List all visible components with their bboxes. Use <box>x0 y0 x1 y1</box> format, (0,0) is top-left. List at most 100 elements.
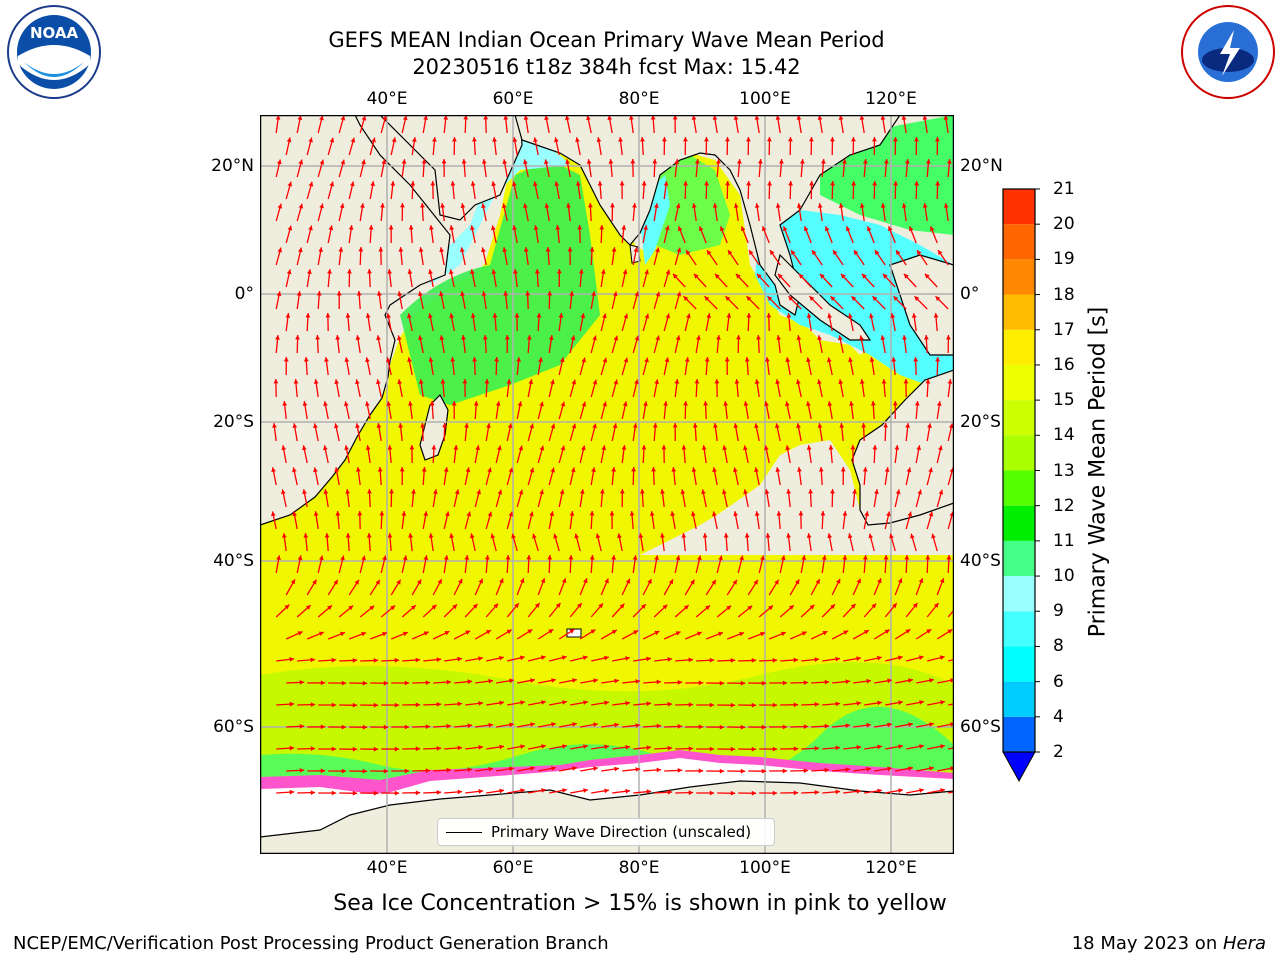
wave-arrow-head <box>443 115 449 120</box>
wave-arrow-head <box>487 511 493 517</box>
wave-arrow-head <box>442 423 447 428</box>
wave-arrow-head <box>830 181 835 186</box>
wave-arrow-head <box>401 159 407 164</box>
colorbar-label: Primary Wave Mean Period [s] <box>1085 306 1111 638</box>
wave-arrow-head <box>362 768 368 774</box>
lon-tick-top: 100°E <box>739 89 791 109</box>
colorbar-tick-label: 18 <box>1053 284 1075 305</box>
wave-arrow-head <box>329 137 335 143</box>
wave-arrow-head <box>647 579 652 584</box>
wave-arrow-head <box>299 680 305 685</box>
lat-tick-left: 60°S <box>213 717 254 737</box>
colorbar-tick-label: 2 <box>1053 742 1064 762</box>
wave-arrow-head <box>483 115 489 120</box>
colorbar-tick-label: 14 <box>1053 425 1075 446</box>
wave-arrow-head <box>754 467 759 473</box>
wave-arrow-head <box>817 115 823 120</box>
colorbar-under-arrow <box>1002 751 1036 783</box>
wave-arrow-head <box>344 401 349 407</box>
wave-arrow-head <box>704 137 709 142</box>
wave-arrow-head <box>785 445 790 451</box>
wave-arrow-head <box>856 656 861 661</box>
wave-arrow-head <box>331 657 337 663</box>
wave-arrow-head <box>851 296 857 301</box>
wave-arrow-head <box>744 357 750 362</box>
wave-arrow-head <box>570 467 576 473</box>
wave-arrow-head <box>856 789 862 794</box>
wave-arrow-head <box>470 269 475 275</box>
cyan-zone-indonesia <box>755 210 954 395</box>
wave-arrow-head <box>289 789 295 795</box>
wave-arrow-head <box>418 247 424 252</box>
wave-arrow-head <box>602 313 607 319</box>
wave-arrow-head <box>607 115 613 120</box>
wave-arrow-head <box>338 247 344 252</box>
wave-arrow-head <box>554 181 560 186</box>
wave-arrow-head <box>919 700 924 705</box>
wave-arrow-head <box>550 467 555 473</box>
wave-arrow-head <box>675 203 681 209</box>
wave-arrow-head <box>450 181 456 186</box>
wave-arrow-head <box>754 203 760 208</box>
wave-arrow-head <box>313 423 318 429</box>
wave-arrow-head <box>693 273 699 279</box>
wave-arrow-head <box>514 603 519 609</box>
wave-arrow-head <box>341 680 347 686</box>
wave-arrow-head <box>565 159 570 165</box>
wave-arrow-head <box>415 657 421 663</box>
wave-arrow-head <box>840 273 846 279</box>
wave-arrow-head <box>428 357 434 362</box>
wave-arrow-head <box>355 335 361 340</box>
wave-arrow-head <box>760 555 765 561</box>
wave-arrow-head <box>355 423 360 429</box>
wave-arrow-head <box>570 335 576 341</box>
wave-arrow-head <box>654 379 659 385</box>
wave-arrow-head <box>586 159 592 164</box>
wave-arrow-head <box>712 115 718 120</box>
colorbar-segment <box>1003 364 1035 401</box>
colorbar-segment <box>1003 470 1035 506</box>
wave-arrow-head <box>425 724 431 729</box>
wave-arrow-head <box>390 605 396 611</box>
wave-arrow-head <box>381 159 387 165</box>
wave-arrow-head <box>529 423 534 429</box>
wave-arrow-head <box>817 203 823 208</box>
wave-arrow-head <box>327 269 332 274</box>
wave-arrow-head <box>589 555 595 560</box>
wave-arrow-head <box>509 678 514 684</box>
wave-arrow-head <box>457 745 463 751</box>
wave-arrow-head <box>324 357 329 362</box>
wave-arrow-head <box>850 603 856 609</box>
wave-arrow-head <box>286 137 292 143</box>
wave-arrow-head <box>907 511 913 517</box>
wave-arrow-head <box>569 291 574 296</box>
wave-arrow-head <box>352 658 358 663</box>
wave-arrow-head <box>719 724 725 730</box>
wave-arrow-head <box>726 605 732 611</box>
wave-arrow-head <box>599 489 605 494</box>
wave-arrow-head <box>806 401 811 407</box>
wave-arrow-head <box>444 631 450 636</box>
wave-arrow-head <box>473 401 479 406</box>
wave-arrow-head <box>692 423 698 428</box>
colorbar-tick-label: 11 <box>1053 530 1075 551</box>
wave-arrow-head <box>538 357 543 362</box>
wave-arrow-head <box>736 335 741 340</box>
wave-arrow-head <box>560 445 566 451</box>
wave-arrow-head <box>854 250 859 256</box>
wave-arrow-head <box>902 335 907 340</box>
wave-arrow-head <box>817 379 822 385</box>
wave-arrow-head <box>271 511 276 517</box>
wave-arrow-head <box>922 203 928 208</box>
wave-arrow-head <box>734 379 740 384</box>
wave-arrow-head <box>509 766 514 772</box>
wave-arrow-head <box>718 631 723 637</box>
wave-arrow-head <box>394 657 400 663</box>
wave-arrow-head <box>714 273 720 279</box>
wave-arrow-head <box>582 655 588 661</box>
wave-arrow-head <box>632 555 638 560</box>
wave-arrow-head <box>893 296 899 301</box>
wave-arrow-head <box>287 225 293 231</box>
wave-arrow-head <box>499 788 504 794</box>
wave-arrow-head <box>308 137 313 143</box>
